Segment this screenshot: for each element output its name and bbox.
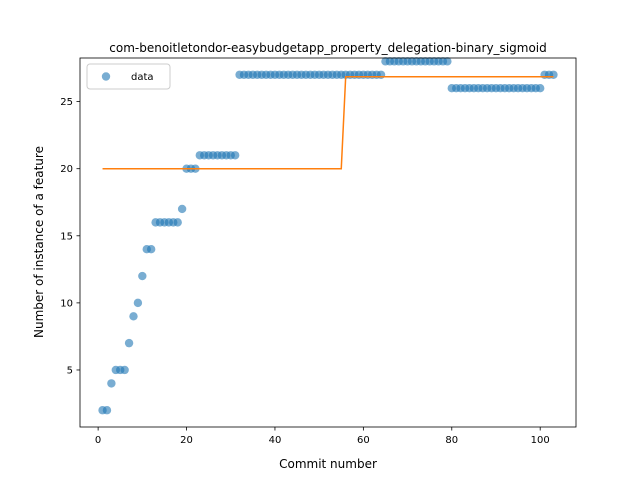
data-point: [549, 70, 558, 79]
x-tick-label: 100: [531, 435, 550, 446]
y-tick-label: 15: [60, 231, 73, 242]
data-point: [133, 298, 143, 308]
axes: 0 20 40 60 80 100 5 10 15 20 25: [60, 57, 577, 446]
x-tick-label: 0: [95, 435, 101, 446]
legend-frame: [86, 63, 171, 90]
data-point: [376, 70, 386, 79]
fit-line: [102, 76, 554, 170]
legend-label-data: data: [131, 72, 154, 83]
axes-frame: [79, 57, 577, 428]
data-point: [138, 271, 147, 281]
legend: data: [86, 63, 171, 90]
x-tick-label: 80: [445, 435, 458, 446]
data-point: [102, 406, 112, 415]
y-tick-label: 5: [67, 365, 73, 376]
x-tick-label: 20: [180, 435, 193, 446]
data-point: [129, 312, 138, 321]
x-tick-label: 60: [357, 435, 370, 446]
x-axis-title: Commit number: [279, 457, 377, 471]
data-point: [443, 57, 452, 66]
data-point: [535, 83, 545, 93]
y-tick-label: 25: [60, 97, 73, 108]
data-point: [107, 379, 116, 388]
y-axis-title: Number of instance of a feature: [32, 146, 46, 338]
data-point: [120, 365, 129, 375]
data-point: [177, 204, 187, 214]
data-point: [173, 218, 182, 227]
y-tick-label: 20: [60, 164, 73, 175]
plot-area: [98, 57, 558, 415]
data-point: [124, 338, 134, 348]
data-point: [146, 245, 156, 254]
data-point: [230, 151, 240, 160]
legend-marker-data: [101, 72, 111, 81]
y-tick-label: 10: [60, 298, 73, 309]
chart-title: com-benoitletondor-easybudgetapp_propert…: [109, 41, 547, 55]
x-tick-label: 40: [269, 435, 282, 446]
